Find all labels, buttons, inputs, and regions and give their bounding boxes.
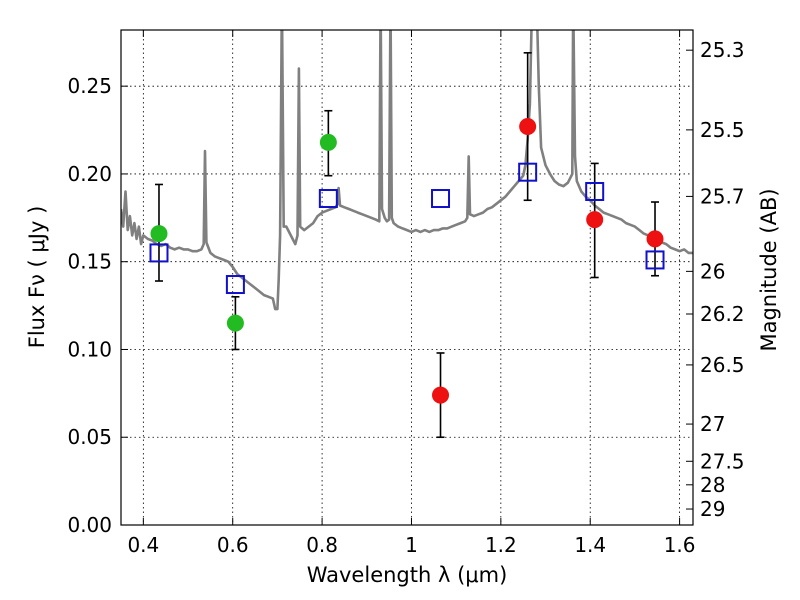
right-axis-tick-label: 26.5 [700, 353, 745, 377]
axis-ticks [121, 30, 693, 526]
y-tick-label: 0.25 [67, 74, 112, 98]
y-tick-label: 0.00 [67, 513, 112, 537]
axis-tick-labels: 0.4 0.6 0.8 1 1.2 1.4 1.6 0.00 0.05 0.10 0.15 0.20 0… [67, 38, 744, 557]
x-axis-label: Wavelength λ (μm) [307, 563, 508, 587]
data-point [586, 211, 604, 229]
spectrum-line [121, 30, 693, 311]
right-axis-tick-label: 26.2 [700, 302, 745, 326]
right-axis-tick-label: 25.5 [700, 118, 745, 142]
x-tick-label: 1.4 [574, 533, 606, 557]
x-tick-label: 1.6 [664, 533, 696, 557]
model-square [225, 275, 245, 295]
x-tick-label: 0.8 [306, 533, 338, 557]
grid-lines [121, 30, 693, 526]
model-square [431, 189, 451, 209]
data-point [319, 133, 337, 151]
data-point [519, 118, 537, 136]
data-point [150, 225, 168, 243]
right-axis-tick-label: 28 [700, 473, 725, 497]
x-tick-label: 0.6 [217, 533, 249, 557]
right-axis-tick-label: 27.5 [700, 449, 745, 473]
x-tick-label: 0.4 [127, 533, 159, 557]
plot-frame [120, 29, 694, 526]
data-point [226, 314, 244, 332]
y-tick-label: 0.15 [67, 250, 112, 274]
model-square [318, 189, 338, 209]
right-axis-tick-label: 29 [700, 497, 725, 521]
right-axis-tick-label: 25.7 [700, 184, 745, 208]
right-axis-tick-label: 25.3 [700, 38, 745, 62]
model-square [645, 250, 665, 270]
right-axis-tick-label: 26 [700, 259, 725, 283]
model-square [585, 181, 605, 201]
data-point [646, 230, 664, 248]
data-point [432, 386, 450, 404]
right-axis-label: Magnitude (AB) [757, 188, 781, 351]
plot-area [121, 30, 693, 439]
y-axis-label: Flux Fν ( μJy ) [25, 206, 49, 349]
y-tick-label: 0.05 [67, 425, 112, 449]
model-square [518, 162, 538, 182]
y-tick-label: 0.10 [67, 337, 112, 361]
x-tick-label: 1 [405, 533, 418, 557]
right-axis-tick-label: 27 [700, 412, 725, 436]
x-tick-label: 1.2 [485, 533, 517, 557]
model-square [149, 243, 169, 263]
y-tick-label: 0.20 [67, 162, 112, 186]
